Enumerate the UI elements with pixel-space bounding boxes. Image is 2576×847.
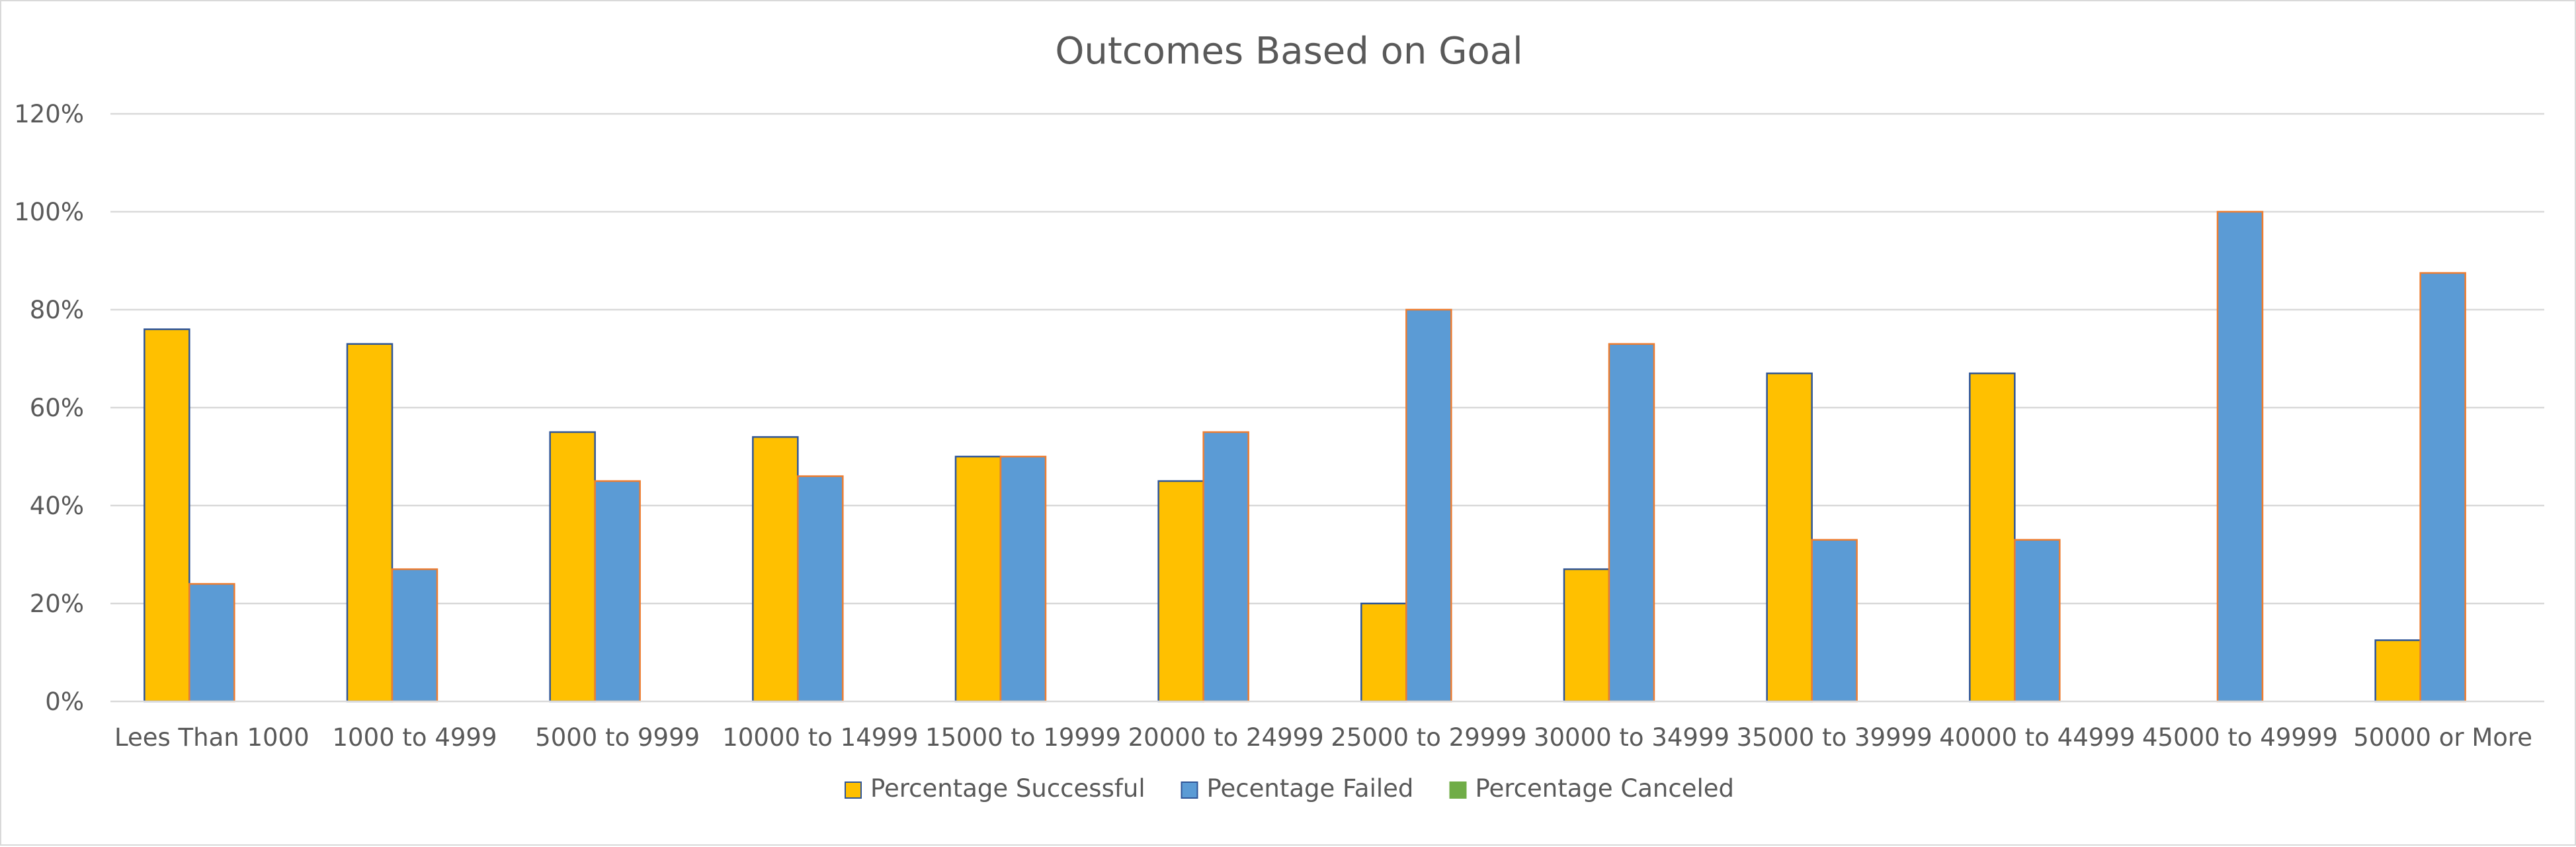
bar-successful bbox=[752, 436, 799, 703]
bar-failed bbox=[391, 568, 438, 703]
x-tick-label: 25000 to 29999 bbox=[1331, 723, 1526, 752]
bar-failed bbox=[188, 583, 235, 703]
y-tick-label: 40% bbox=[30, 492, 84, 520]
y-tick-label: 80% bbox=[30, 296, 84, 324]
bar-failed bbox=[797, 475, 844, 703]
bars bbox=[144, 210, 2466, 703]
x-tick-label: 35000 to 39999 bbox=[1737, 723, 1932, 752]
bar-successful bbox=[954, 455, 1002, 703]
chart-title: Outcomes Based on Goal bbox=[1055, 30, 1522, 73]
legend-swatch bbox=[1181, 781, 1198, 799]
y-tick-label: 120% bbox=[14, 100, 84, 128]
x-tick-label: 30000 to 34999 bbox=[1534, 723, 1729, 752]
x-tick-label: 45000 to 49999 bbox=[2142, 723, 2338, 752]
bar-successful bbox=[549, 431, 596, 703]
x-tick-label: 15000 to 19999 bbox=[925, 723, 1121, 752]
x-tick-label: 40000 to 44999 bbox=[1939, 723, 2135, 752]
bar-failed bbox=[1608, 343, 1655, 703]
x-tick-label: 1000 to 4999 bbox=[333, 723, 497, 752]
y-tick-label: 20% bbox=[30, 590, 84, 618]
bar-successful bbox=[346, 343, 394, 703]
x-tick-label: 20000 to 24999 bbox=[1128, 723, 1324, 752]
bar-successful bbox=[1157, 480, 1204, 703]
legend: Percentage Successful Pecentage Failed Per… bbox=[845, 774, 1734, 803]
bar-successful bbox=[1360, 602, 1407, 703]
x-tick-label: Lees Than 1000 bbox=[114, 723, 310, 752]
bar-failed bbox=[1202, 431, 1249, 703]
x-tick-label: 5000 to 9999 bbox=[535, 723, 700, 752]
y-tick-label: 60% bbox=[30, 394, 84, 422]
bar-successful bbox=[1563, 568, 1610, 703]
bar-failed bbox=[2014, 539, 2061, 703]
y-axis-ticks: 0% 20% 40% 60% 80% 100% 120% bbox=[14, 100, 84, 716]
y-tick-label: 0% bbox=[45, 688, 84, 716]
x-tick-label: 10000 to 14999 bbox=[722, 723, 918, 752]
bar-successful bbox=[2374, 639, 2421, 703]
legend-label: Percentage Canceled bbox=[1475, 774, 1735, 803]
bar-failed bbox=[999, 455, 1047, 703]
legend-swatch bbox=[845, 781, 862, 799]
bar-successful bbox=[1766, 372, 1813, 703]
bar-successful bbox=[144, 328, 190, 703]
y-tick-label: 100% bbox=[14, 198, 84, 226]
legend-label: Pecentage Failed bbox=[1207, 774, 1414, 803]
bar-successful bbox=[1969, 372, 2016, 703]
gridlines bbox=[110, 112, 2544, 605]
bar-failed bbox=[2216, 210, 2264, 703]
bar-failed bbox=[2419, 272, 2466, 703]
bar-failed bbox=[1405, 308, 1452, 703]
bar-failed bbox=[1811, 539, 1858, 703]
bar-failed bbox=[594, 480, 641, 703]
x-tick-label: 50000 or More bbox=[2353, 723, 2532, 752]
x-axis-ticks: Lees Than 1000 1000 to 4999 5000 to 9999 10… bbox=[114, 723, 2532, 752]
legend-label: Percentage Successful bbox=[870, 774, 1145, 803]
legend-swatch bbox=[1449, 781, 1467, 799]
